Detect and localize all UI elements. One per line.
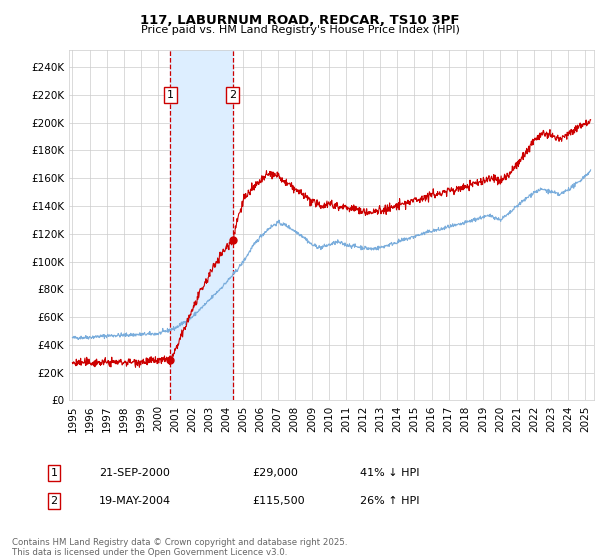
Bar: [170, 50, 233, 400]
Text: £29,000: £29,000: [252, 468, 298, 478]
Text: 21-SEP-2000: 21-SEP-2000: [99, 468, 170, 478]
Text: 1: 1: [167, 90, 174, 100]
Text: Contains HM Land Registry data © Crown copyright and database right 2025.
This d: Contains HM Land Registry data © Crown c…: [12, 538, 347, 557]
Text: 2: 2: [229, 90, 236, 100]
Text: 2: 2: [50, 496, 58, 506]
Text: 117, LABURNUM ROAD, REDCAR, TS10 3PF: 117, LABURNUM ROAD, REDCAR, TS10 3PF: [140, 14, 460, 27]
Text: 1: 1: [50, 468, 58, 478]
Text: 26% ↑ HPI: 26% ↑ HPI: [360, 496, 419, 506]
Text: 41% ↓ HPI: 41% ↓ HPI: [360, 468, 419, 478]
Text: £115,500: £115,500: [252, 496, 305, 506]
Text: Price paid vs. HM Land Registry's House Price Index (HPI): Price paid vs. HM Land Registry's House …: [140, 25, 460, 35]
Text: 19-MAY-2004: 19-MAY-2004: [99, 496, 171, 506]
